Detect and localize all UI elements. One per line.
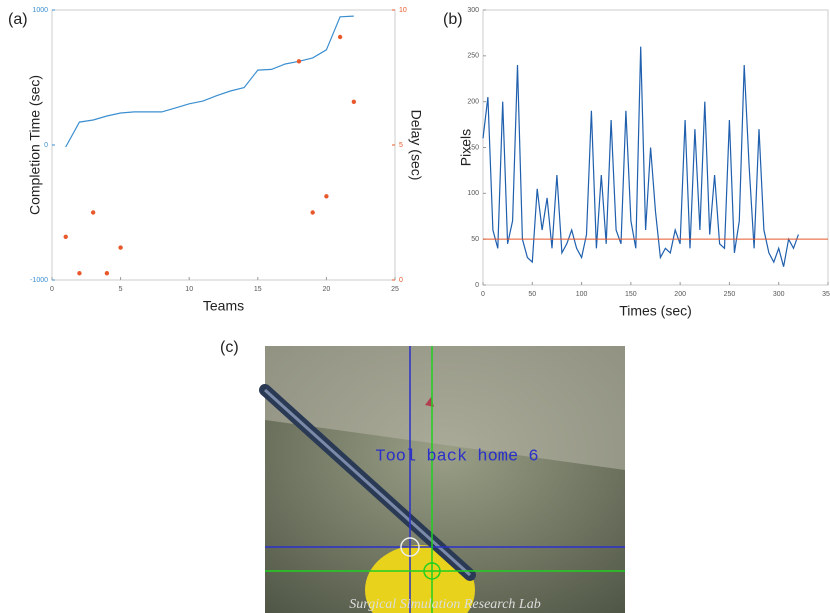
point [324,194,329,199]
x-tick-label: 350 [822,291,830,298]
photo: Tool back home 6 Surgical Simulation Res… [259,346,625,613]
panel-label: (c) [220,339,239,356]
x-tick-label: 0 [50,286,54,293]
x-tick-label: 250 [724,291,736,298]
x-tick-label: 20 [323,286,331,293]
x-axis-label: Times (sec) [619,303,692,319]
plot-frame [51,9,396,281]
panel-label: (a) [8,11,28,28]
point [118,245,123,250]
watermark: Surgical Simulation Research Lab [349,597,540,612]
x-tick-label: 100 [576,291,588,298]
y2-tick-label: 0 [399,277,403,284]
y-tick-label: 1000 [32,7,48,14]
panel-label: (b) [443,11,463,28]
y-tick-label: 0 [44,142,48,149]
x-tick-label: 10 [185,286,193,293]
point [90,210,96,215]
y-tick-label: 100 [467,190,479,197]
data-line [65,15,354,148]
x-axis-label: Teams [203,298,244,314]
y-axis-label: Pixels [458,129,474,166]
x-tick-label: 5 [119,286,123,293]
tool-circle [400,537,420,557]
point [351,99,357,105]
data-line [482,46,799,267]
plot-frame [482,9,829,286]
target-circle [423,562,441,580]
point [296,59,302,64]
y2-tick-label: 10 [399,7,407,14]
y-tick-label: 50 [471,236,479,243]
x-tick-label: 25 [391,286,399,293]
y2-tick-label: 5 [399,142,403,149]
x-tick-label: 150 [625,291,637,298]
y-tick-label: 200 [467,99,479,106]
y-tick-label: 0 [475,282,479,289]
point [104,271,110,276]
y-tick-label: -1000 [30,277,48,284]
x-tick-label: 50 [528,291,536,298]
y-tick-label: 150 [467,144,479,151]
point [337,34,343,40]
x-tick-label: 300 [773,291,785,298]
wall [265,346,625,470]
tool-highlight [263,388,472,577]
y-axis-label: Completion Time (sec) [27,75,43,215]
photo-caption: Tool back home 6 [375,447,538,466]
x-tick-label: 15 [254,286,262,293]
y2-axis-label: Delay (sec) [408,110,424,181]
point [63,234,68,239]
x-tick-label: 0 [481,291,485,298]
y-tick-label: 300 [467,7,479,14]
point [77,271,82,276]
y-tick-label: 250 [467,53,479,60]
point [310,210,315,215]
x-tick-label: 200 [674,291,686,298]
